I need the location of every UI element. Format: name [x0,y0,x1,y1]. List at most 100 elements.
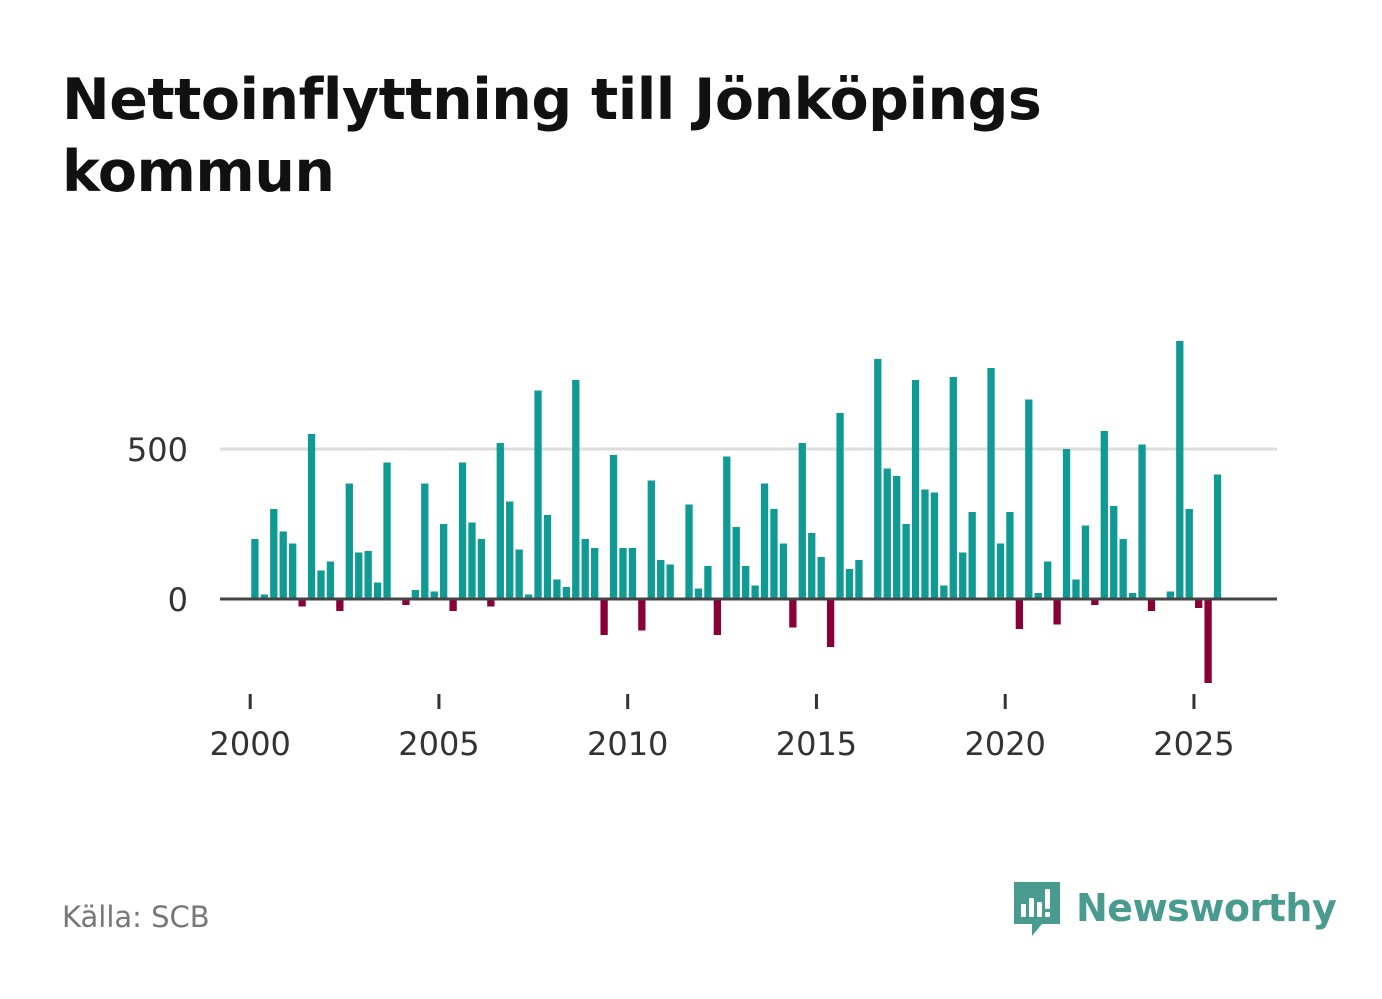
bar[interactable]: 2010 Q4: 130 [657,560,665,599]
bar[interactable]: 2019 Q3: 770 [987,368,995,599]
bar[interactable]: 2013 Q3: 385 [760,483,769,600]
bar[interactable]: 2002 Q3: 385 [345,483,353,600]
bar[interactable]: 2023 Q1: 200 [1119,539,1127,599]
bar[interactable]: 2002 Q4: 155 [355,552,363,600]
bar[interactable]: 2018 Q1: 355 [930,492,939,600]
bar[interactable]: 2020 Q3: 665 [1025,399,1033,600]
bar[interactable]: 2005 Q1: 250 [440,524,448,599]
bar[interactable]: 2014 Q1: 185 [779,543,788,600]
bar[interactable]: 2017 Q3: 730 [911,380,920,599]
bar[interactable]: 2004 Q3: 385 [421,483,429,600]
bar[interactable]: 2010 Q3: 395 [647,480,655,600]
bar[interactable]: 2012 Q2: -120 [713,599,722,635]
bar[interactable]: 2002 Q2: -40 [336,599,344,611]
bar[interactable]: 2024 Q3: 860 [1176,341,1184,599]
bar[interactable]: 2025 Q2: -280 [1204,599,1212,683]
bar[interactable]: 2020 Q1: 290 [1006,512,1014,599]
bar[interactable]: 2006 Q2: -25 [487,599,495,607]
bar[interactable]: 2022 Q2: -20 [1091,599,1099,605]
bar[interactable]: 2010 Q1: 170 [628,548,637,599]
bar[interactable]: 2015 Q3: 620 [836,413,844,599]
bar[interactable]: 2007 Q1: 165 [515,549,523,600]
bar[interactable]: 2009 Q4: 170 [619,548,627,599]
bar[interactable]: 2015 Q4: 100 [845,569,854,599]
bar[interactable]: 2022 Q1: 245 [1081,525,1090,600]
bar[interactable]: 2016 Q3: 800 [874,359,882,599]
bar[interactable]: 2009 Q2: -120 [600,599,608,635]
bar[interactable]: 2017 Q1: 410 [893,476,901,599]
bar[interactable]: 2003 Q2: 55 [373,582,382,600]
bar[interactable]: 2008 Q1: 65 [553,579,561,600]
bar[interactable]: 2021 Q4: 65 [1072,579,1080,600]
bar[interactable]: 2015 Q2: -160 [826,599,835,647]
bar[interactable]: 2019 Q4: 185 [996,543,1005,600]
bar[interactable]: 2020 Q4: 20 [1034,593,1042,599]
bar[interactable]: 2010 Q2: -105 [638,599,646,631]
bar[interactable]: 2017 Q4: 365 [921,489,929,600]
bar[interactable]: 2021 Q3: 500 [1062,449,1071,599]
bar[interactable]: 2011 Q1: 115 [666,564,674,600]
bar[interactable]: 2003 Q3: 455 [383,462,391,600]
bar[interactable]: 2017 Q2: 250 [902,524,910,599]
bar[interactable]: 2013 Q4: 300 [770,509,778,599]
bar[interactable]: 2012 Q1: 110 [704,566,712,599]
bar[interactable]: 2023 Q4: -40 [1147,599,1156,611]
bar[interactable]: 2008 Q3: 730 [572,380,580,599]
bar[interactable]: 2018 Q3: 740 [949,377,957,599]
bar[interactable]: 2021 Q1: 125 [1044,561,1052,600]
bar[interactable]: 2000 Q3: 300 [270,509,278,599]
bar[interactable]: 2013 Q1: 110 [742,566,750,599]
bar[interactable]: 2015 Q1: 140 [817,557,825,599]
bar[interactable]: 2024 Q4: 300 [1185,509,1193,599]
bar[interactable]: 2020 Q2: -100 [1015,599,1024,629]
bar[interactable]: 2023 Q2: 20 [1128,593,1137,599]
bar[interactable]: 2021 Q2: -85 [1053,599,1061,625]
bar[interactable]: 2023 Q3: 515 [1138,444,1146,600]
bar[interactable]: 2008 Q2: 40 [562,587,571,599]
bar[interactable]: 2001 Q4: 95 [317,570,325,600]
bar[interactable]: 2022 Q3: 560 [1100,431,1108,599]
bar[interactable]: 2006 Q1: 200 [477,539,486,599]
bar[interactable]: 2008 Q4: 200 [581,539,589,599]
bar[interactable]: 2004 Q2: 30 [411,590,420,599]
bar[interactable]: 2018 Q4: 155 [959,552,967,600]
bar[interactable]: 2012 Q4: 240 [732,527,740,599]
bar[interactable]: 2006 Q3: 520 [496,443,504,599]
bar[interactable]: 2025 Q3: 415 [1213,474,1222,600]
bar[interactable]: 2005 Q4: 255 [468,522,476,600]
newsworthy-logo[interactable]: Newsworthy [1010,876,1337,940]
bar[interactable]: 2016 Q4: 435 [883,468,891,600]
bar[interactable]: 2002 Q1: 125 [326,561,335,600]
bar[interactable]: 2011 Q3: 315 [685,504,693,600]
bar[interactable]: 2009 Q3: 480 [609,455,618,599]
bar[interactable]: 2013 Q2: 45 [751,585,759,600]
bar[interactable]: 2001 Q3: 550 [307,434,316,599]
bar[interactable]: 2007 Q4: 280 [543,515,552,599]
bar[interactable]: 2025 Q1: -30 [1195,599,1203,608]
bar[interactable]: 2004 Q1: -20 [402,599,410,605]
bar[interactable]: 2019 Q1: 290 [968,512,976,599]
bar[interactable]: 2000 Q4: 225 [279,531,287,600]
bar[interactable]: 2005 Q2: -40 [449,599,457,611]
bar[interactable]: 2007 Q2: 15 [524,594,533,600]
bar[interactable]: 2005 Q3: 455 [458,462,467,600]
bar[interactable]: 2001 Q1: 185 [289,543,297,600]
bar[interactable]: 2014 Q4: 220 [808,533,816,599]
bar[interactable]: 2018 Q2: 45 [940,585,948,600]
bar[interactable]: 2014 Q3: 520 [798,443,806,599]
bar[interactable]: 2000 Q2: 15 [260,594,269,600]
bar[interactable]: 2006 Q4: 325 [506,501,514,600]
bar[interactable]: 2000 Q1: 200 [251,539,259,599]
bar[interactable]: 2024 Q2: 25 [1166,591,1175,600]
bar[interactable]: 2007 Q3: 695 [534,390,542,600]
bar[interactable]: 2001 Q2: -25 [298,599,306,607]
bar[interactable]: 2014 Q2: -95 [789,599,797,628]
bar[interactable]: 2009 Q1: 170 [591,548,599,599]
bar[interactable]: 2012 Q3: 475 [723,456,731,600]
bar[interactable]: 2004 Q4: 25 [430,591,438,600]
bar[interactable]: 2011 Q4: 35 [694,588,703,600]
bar[interactable]: 2022 Q4: 310 [1110,506,1118,599]
bar[interactable]: 2003 Q1: 160 [364,551,372,599]
bar[interactable]: 2016 Q1: 130 [855,560,863,599]
x-tick-label: 2005 [398,725,479,763]
